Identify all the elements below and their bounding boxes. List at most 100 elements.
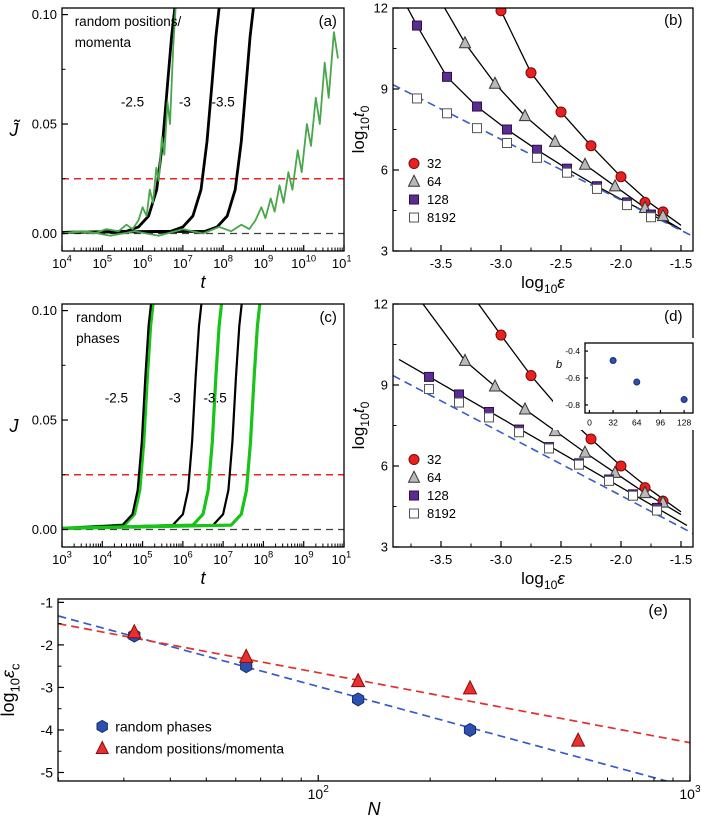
series-eps-3.5-black <box>62 8 255 234</box>
series-fit-random-phases <box>58 615 670 781</box>
svg-text:0.00: 0.00 <box>32 522 57 537</box>
note-momenta: momenta <box>75 35 132 50</box>
svg-text:109: 109 <box>294 549 314 568</box>
series-noisy-green-fast <box>62 8 177 235</box>
svg-text:0.10: 0.10 <box>32 7 57 22</box>
panel-c-chart: 103 104 105 106 107 108 109 1010 0.00 0.05 0.10 t Jr… <box>9 303 352 588</box>
svg-text:-4: -4 <box>41 722 54 738</box>
svg-text:104: 104 <box>92 549 112 568</box>
svg-text:104: 104 <box>52 253 72 272</box>
svg-text:8192: 8192 <box>427 210 456 225</box>
svg-text:-2.5: -2.5 <box>550 256 572 271</box>
svg-text:-3.0: -3.0 <box>490 552 512 567</box>
series-b-exponent <box>609 357 688 404</box>
svg-text:-3.5: -3.5 <box>430 256 452 271</box>
svg-text:32: 32 <box>427 156 441 171</box>
svg-text:107: 107 <box>213 549 233 568</box>
series-green-3 <box>62 304 224 530</box>
svg-text:-0.8: -0.8 <box>565 400 580 410</box>
panel-b-chart: -3.5 -3.0 -2.5 -2.0 -1.5 3 6 9 12 log10ε log10t0 (b… <box>351 1 694 296</box>
svg-text:12: 12 <box>374 1 388 16</box>
panel-label: (c) <box>319 309 337 326</box>
x-axis: 102 103 <box>57 775 701 802</box>
series-N-8192 <box>424 384 662 516</box>
svg-text:-0.6: -0.6 <box>565 373 580 383</box>
svg-text:109: 109 <box>254 253 274 272</box>
x-axis: 0 32 64 96 128 <box>587 410 691 428</box>
svg-text:105: 105 <box>92 253 112 272</box>
svg-text:0.05: 0.05 <box>32 117 57 132</box>
svg-text:-2: -2 <box>41 637 54 653</box>
svg-text:-2.5: -2.5 <box>550 552 572 567</box>
x-axis-label: log10ε <box>521 273 565 296</box>
curve-label-3: -3 <box>169 391 181 406</box>
curve-label-25: -2.5 <box>105 391 128 406</box>
svg-text:128: 128 <box>427 488 449 503</box>
svg-text:-1.5: -1.5 <box>670 256 692 271</box>
svg-text:-3: -3 <box>41 679 54 695</box>
svg-text:-1.5: -1.5 <box>670 552 692 567</box>
series-black-3 <box>62 304 203 530</box>
series-N-32 <box>495 8 669 218</box>
svg-text:3: 3 <box>381 244 388 259</box>
series-N-8192 <box>412 93 656 223</box>
series-random-positions-momenta <box>126 623 586 747</box>
curve-label-35: -3.5 <box>212 95 235 110</box>
x-axis-label: log10ε <box>521 569 565 592</box>
x-axis: 103 104 105 106 107 108 109 1010 <box>52 541 351 567</box>
series-green-2.5 <box>62 304 155 530</box>
svg-text:102: 102 <box>308 784 330 802</box>
series-noisy-green-slow <box>62 31 339 237</box>
svg-text:1010: 1010 <box>291 253 316 272</box>
svg-text:106: 106 <box>133 253 153 272</box>
svg-text:96: 96 <box>656 418 666 428</box>
svg-text:0.10: 0.10 <box>32 303 57 318</box>
panel-c: 103 104 105 106 107 108 109 1010 0.00 0.05 0.10 t Jr… <box>0 296 352 592</box>
y-axis: 0.00 0.05 0.10 <box>32 303 68 537</box>
series-black-2.5 <box>62 304 153 530</box>
x-axis: -3.5 -3.0 -2.5 -2.0 -1.5 <box>410 541 692 567</box>
svg-text:0.05: 0.05 <box>32 413 57 428</box>
note-phases: phases <box>76 331 120 346</box>
y-axis: 3 6 9 12 <box>374 297 399 555</box>
panel-label: (e) <box>648 602 668 619</box>
panel-a-chart: 104 105 106 107 108 109 1010 1011 0.00 0.05 0.10 t J… <box>9 7 352 292</box>
plot-frame <box>61 303 345 548</box>
y-axis-label: J <box>9 416 20 436</box>
svg-text:64: 64 <box>427 174 441 189</box>
svg-text:108: 108 <box>213 253 233 272</box>
svg-text:6: 6 <box>381 459 388 474</box>
svg-text:-2.0: -2.0 <box>610 552 632 567</box>
panel-label: (a) <box>319 13 337 30</box>
svg-text:32: 32 <box>427 452 441 467</box>
svg-text:105: 105 <box>133 549 153 568</box>
svg-text:12: 12 <box>374 297 388 312</box>
svg-text:1011: 1011 <box>332 253 351 272</box>
series-fit-random-positions <box>58 622 690 744</box>
panel-label: (b) <box>664 12 682 29</box>
svg-text:-3.5: -3.5 <box>430 552 452 567</box>
series-N-32 <box>495 329 669 507</box>
svg-text:-1: -1 <box>41 594 54 610</box>
series-black-3.5 <box>62 304 243 530</box>
note-random-positions: random positions/ <box>75 14 182 29</box>
svg-text:64: 64 <box>632 418 642 428</box>
svg-text:103: 103 <box>679 784 701 802</box>
series-N-64 <box>458 35 670 222</box>
legend: random phases random positions/momenta <box>95 718 284 756</box>
x-axis: -3.5 -3.0 -2.5 -2.0 -1.5 <box>410 245 692 271</box>
svg-text:6: 6 <box>381 163 388 178</box>
svg-text:103: 103 <box>52 549 72 568</box>
y-axis-label: J̃ <box>9 119 22 140</box>
curve-label-3: -3 <box>179 95 191 110</box>
panel-d-inset-chart: 0 32 64 96 128 -0.4 -0.6 -0.8 b <box>553 338 698 430</box>
svg-text:0: 0 <box>587 418 592 428</box>
svg-text:random phases: random phases <box>115 718 212 734</box>
svg-text:128: 128 <box>677 418 691 428</box>
y-axis-label: log10t0 <box>351 105 372 153</box>
series-eps-2.5-black <box>62 8 177 234</box>
svg-text:9: 9 <box>381 378 388 393</box>
svg-text:-0.4: -0.4 <box>565 346 580 356</box>
